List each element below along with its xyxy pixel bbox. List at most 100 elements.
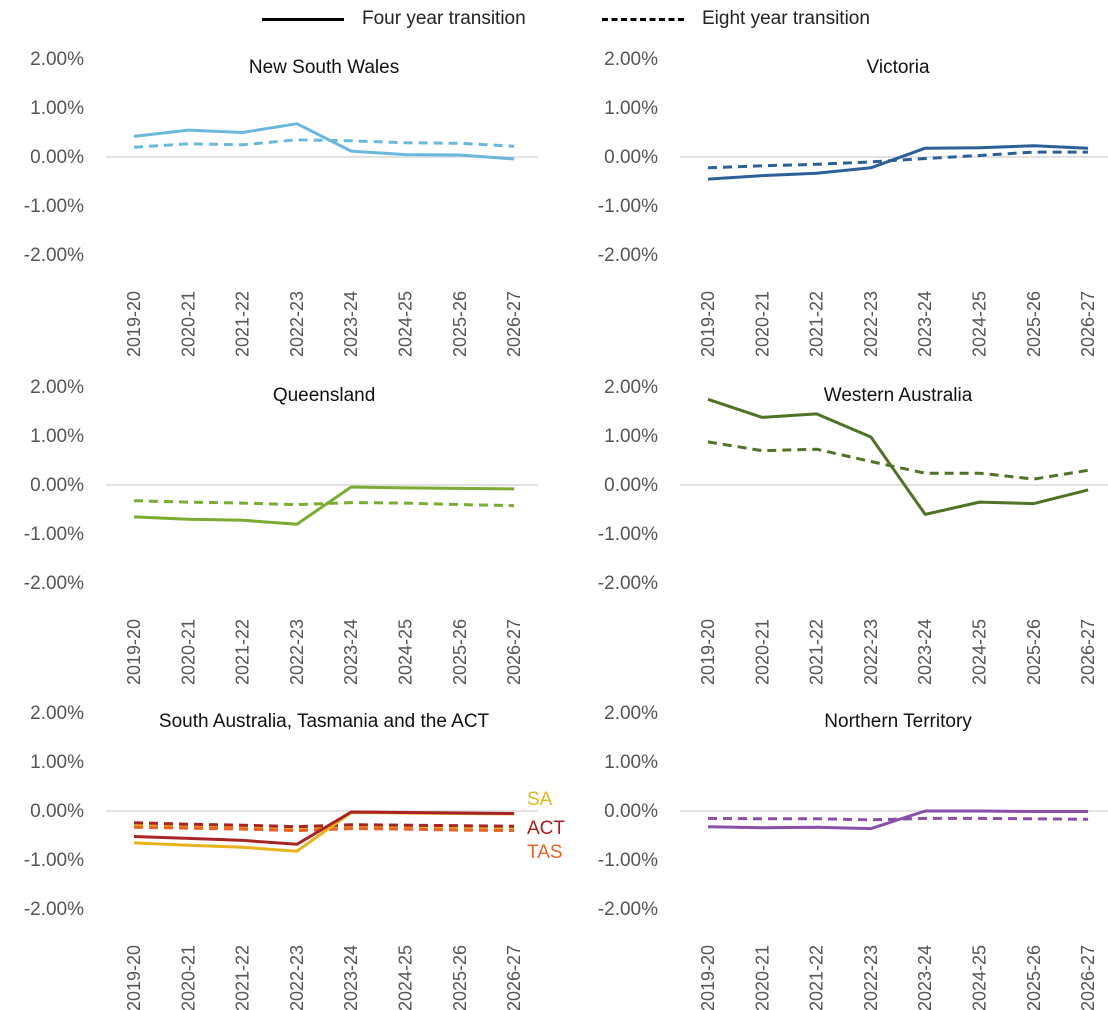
x-tick-label: 2022-23: [287, 945, 307, 1010]
x-tick-label: 2025-26: [1024, 291, 1044, 357]
panel-2: 2.00% 1.00% 0.00% -1.00% -2.00% Victoria 2019-…: [598, 49, 1108, 357]
x-tick-label: 2022-23: [287, 291, 307, 357]
series-line-dashed: [707, 816, 1089, 822]
y-tick-label: 1.00%: [30, 98, 84, 119]
x-tick-label: 2021-22: [807, 945, 827, 1010]
panel-title: New South Wales: [249, 57, 399, 78]
y-tick-label: 0.00%: [604, 147, 658, 168]
y-tick-label: 1.00%: [604, 98, 658, 119]
x-tick-label: 2019-20: [698, 945, 718, 1010]
x-tick-label: 2023-24: [915, 945, 935, 1010]
x-tick-label: 2023-24: [915, 619, 935, 685]
x-tick-label: 2020-21: [752, 619, 772, 685]
y-tick-label: 2.00%: [30, 703, 84, 724]
y-tick-label: 0.00%: [30, 475, 84, 496]
series-line-solid: [133, 122, 515, 161]
y-tick-label: -2.00%: [24, 245, 84, 266]
x-tick-label: 2019-20: [124, 291, 144, 357]
x-tick-label: 2021-22: [807, 291, 827, 357]
x-tick-label: 2026-27: [1078, 945, 1098, 1010]
x-tick-label: 2020-21: [178, 619, 198, 685]
series-line-dashed: [707, 440, 1089, 481]
x-tick-label: 2024-25: [970, 619, 990, 685]
x-tick-label: 2019-20: [698, 619, 718, 685]
x-tick-label: 2025-26: [450, 945, 470, 1010]
y-tick-label: 0.00%: [30, 801, 84, 822]
series-line-solid: [707, 397, 1089, 516]
series-tag-act: ACT: [527, 818, 565, 839]
y-tick-label: -1.00%: [598, 524, 658, 545]
series-line-solid: [707, 809, 1089, 831]
panel-title: Western Australia: [824, 385, 973, 406]
panel-1: 2.00% 1.00% 0.00% -1.00% -2.00% New South Wal…: [24, 49, 539, 357]
legend-item-eight-year: Eight year transition: [602, 8, 870, 30]
panel-title: Victoria: [867, 57, 930, 78]
y-tick-label: 2.00%: [604, 49, 658, 70]
y-tick-label: -2.00%: [598, 245, 658, 266]
series-line-dashed: [133, 825, 515, 833]
y-tick-label: 0.00%: [604, 475, 658, 496]
y-tick-label: -1.00%: [24, 524, 84, 545]
y-tick-label: -2.00%: [24, 899, 84, 920]
series-line-dashed: [133, 138, 515, 149]
series-line-solid: [133, 811, 515, 853]
y-tick-label: -1.00%: [598, 850, 658, 871]
series-line-dashed: [133, 821, 515, 829]
x-tick-label: 2021-22: [807, 619, 827, 685]
x-tick-label: 2019-20: [124, 945, 144, 1010]
x-tick-label: 2019-20: [698, 291, 718, 357]
x-tick-label: 2024-25: [396, 291, 416, 357]
y-tick-label: 1.00%: [604, 426, 658, 447]
solid-line-swatch: [262, 17, 344, 21]
x-tick-label: 2023-24: [341, 945, 361, 1010]
x-tick-label: 2024-25: [970, 945, 990, 1010]
y-tick-label: -1.00%: [598, 196, 658, 217]
series-line-solid: [133, 485, 515, 526]
y-tick-label: -2.00%: [598, 573, 658, 594]
y-tick-label: -1.00%: [24, 196, 84, 217]
x-tick-label: 2024-25: [970, 291, 990, 357]
x-tick-label: 2026-27: [504, 945, 524, 1010]
x-tick-label: 2021-22: [233, 619, 253, 685]
x-tick-label: 2023-24: [341, 619, 361, 685]
x-tick-label: 2022-23: [861, 619, 881, 685]
x-tick-label: 2026-27: [504, 619, 524, 685]
x-tick-label: 2026-27: [504, 291, 524, 357]
x-tick-label: 2025-26: [1024, 945, 1044, 1010]
panel-title: South Australia, Tasmania and the ACT: [159, 711, 490, 732]
x-tick-label: 2020-21: [752, 291, 772, 357]
y-tick-label: 2.00%: [604, 377, 658, 398]
x-tick-label: 2025-26: [1024, 619, 1044, 685]
legend-item-four-year: Four year transition: [262, 8, 526, 30]
x-tick-label: 2019-20: [124, 619, 144, 685]
x-tick-label: 2025-26: [450, 619, 470, 685]
x-tick-label: 2023-24: [915, 291, 935, 357]
series-line-solid: [707, 144, 1089, 181]
x-tick-label: 2026-27: [1078, 619, 1098, 685]
x-tick-label: 2022-23: [287, 619, 307, 685]
y-tick-label: 2.00%: [30, 377, 84, 398]
y-tick-label: 1.00%: [30, 752, 84, 773]
y-tick-label: 0.00%: [604, 801, 658, 822]
x-tick-label: 2023-24: [341, 291, 361, 357]
y-tick-label: 1.00%: [30, 426, 84, 447]
x-tick-label: 2026-27: [1078, 291, 1098, 357]
y-tick-label: -1.00%: [24, 850, 84, 871]
chart-legend: Four year transition Eight year transiti…: [0, 0, 1108, 40]
panel-3: 2.00% 1.00% 0.00% -1.00% -2.00% Queensland 201…: [24, 377, 539, 685]
panel-5: 2.00% 1.00% 0.00% -1.00% -2.00% South Austral…: [24, 703, 566, 1010]
x-tick-label: 2020-21: [178, 945, 198, 1010]
x-tick-label: 2022-23: [861, 291, 881, 357]
x-tick-label: 2022-23: [861, 945, 881, 1010]
series-line-solid: [133, 810, 515, 846]
y-tick-label: 1.00%: [604, 752, 658, 773]
x-tick-label: 2021-22: [233, 291, 253, 357]
x-tick-label: 2024-25: [396, 945, 416, 1010]
x-tick-label: 2021-22: [233, 945, 253, 1010]
x-tick-label: 2024-25: [396, 619, 416, 685]
y-tick-label: 2.00%: [604, 703, 658, 724]
panel-title: Northern Territory: [824, 711, 972, 732]
panel-title: Queensland: [273, 385, 375, 406]
x-tick-label: 2025-26: [450, 291, 470, 357]
